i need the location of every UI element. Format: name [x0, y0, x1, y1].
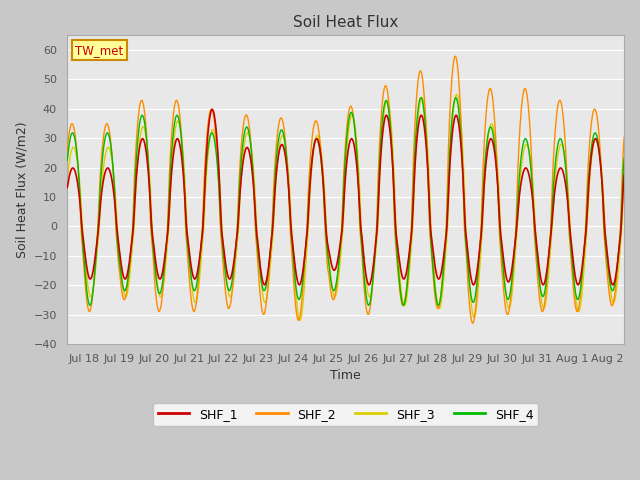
Legend: SHF_1, SHF_2, SHF_3, SHF_4: SHF_1, SHF_2, SHF_3, SHF_4 [152, 403, 538, 426]
Title: Soil Heat Flux: Soil Heat Flux [293, 15, 398, 30]
Y-axis label: Soil Heat Flux (W/m2): Soil Heat Flux (W/m2) [15, 121, 28, 258]
X-axis label: Time: Time [330, 370, 361, 383]
Text: TW_met: TW_met [75, 44, 124, 57]
